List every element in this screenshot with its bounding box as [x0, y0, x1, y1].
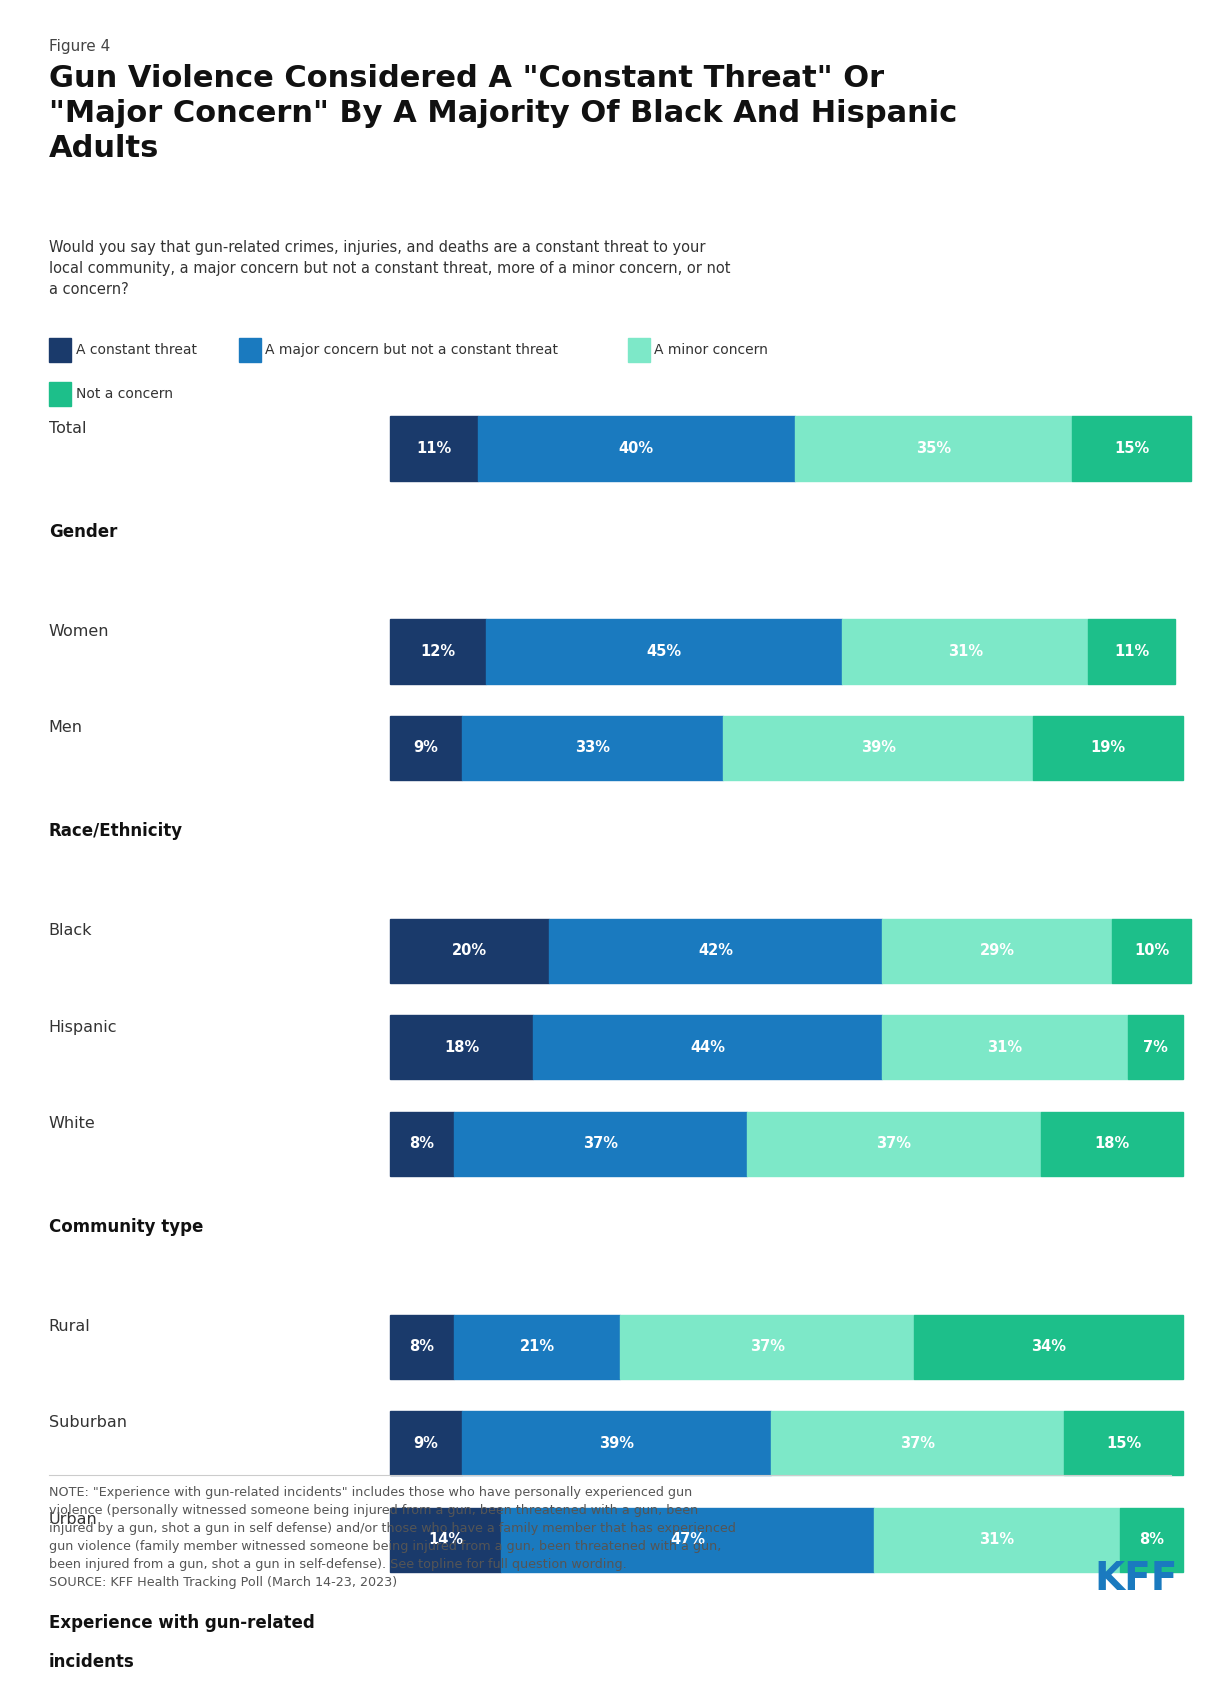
FancyBboxPatch shape: [486, 619, 842, 684]
Text: Gender: Gender: [49, 523, 117, 541]
Text: 8%: 8%: [410, 1340, 434, 1354]
Text: Black: Black: [49, 924, 93, 937]
FancyBboxPatch shape: [390, 1508, 501, 1572]
FancyBboxPatch shape: [747, 1112, 1041, 1176]
FancyBboxPatch shape: [795, 416, 1072, 481]
FancyBboxPatch shape: [533, 1015, 882, 1079]
FancyBboxPatch shape: [454, 1315, 620, 1379]
Text: 37%: 37%: [583, 1137, 619, 1151]
FancyBboxPatch shape: [390, 416, 478, 481]
FancyBboxPatch shape: [454, 1112, 747, 1176]
Text: Rural: Rural: [49, 1320, 90, 1333]
Text: 45%: 45%: [647, 645, 682, 658]
FancyBboxPatch shape: [478, 416, 795, 481]
FancyBboxPatch shape: [390, 619, 486, 684]
Text: 35%: 35%: [916, 442, 952, 455]
FancyBboxPatch shape: [620, 1315, 914, 1379]
Text: incidents: incidents: [49, 1653, 134, 1672]
Text: 37%: 37%: [876, 1137, 911, 1151]
Text: A minor concern: A minor concern: [654, 343, 769, 357]
Text: 40%: 40%: [619, 442, 654, 455]
Text: Total: Total: [49, 421, 87, 435]
Text: 31%: 31%: [987, 1041, 1022, 1054]
Text: 8%: 8%: [1139, 1533, 1164, 1546]
Text: 47%: 47%: [670, 1533, 705, 1546]
Text: Would you say that gun-related crimes, injuries, and deaths are a constant threa: Would you say that gun-related crimes, i…: [49, 240, 731, 298]
Text: 9%: 9%: [414, 741, 438, 755]
FancyBboxPatch shape: [390, 716, 461, 780]
FancyBboxPatch shape: [1032, 716, 1183, 780]
FancyBboxPatch shape: [627, 338, 649, 362]
Text: White: White: [49, 1117, 95, 1130]
FancyBboxPatch shape: [549, 919, 882, 983]
Text: Suburban: Suburban: [49, 1416, 127, 1430]
Text: 29%: 29%: [980, 944, 1015, 958]
FancyBboxPatch shape: [882, 1015, 1127, 1079]
Text: 37%: 37%: [749, 1340, 784, 1354]
FancyBboxPatch shape: [390, 1015, 533, 1079]
Text: Hispanic: Hispanic: [49, 1020, 117, 1034]
Text: 11%: 11%: [1114, 645, 1149, 658]
FancyBboxPatch shape: [1111, 919, 1191, 983]
Text: 15%: 15%: [1114, 442, 1149, 455]
Text: 12%: 12%: [421, 645, 455, 658]
Text: Men: Men: [49, 721, 83, 734]
Text: 31%: 31%: [980, 1533, 1015, 1546]
Text: 14%: 14%: [428, 1533, 464, 1546]
Text: 18%: 18%: [1094, 1137, 1130, 1151]
Text: 39%: 39%: [599, 1437, 634, 1450]
Text: Community type: Community type: [49, 1218, 204, 1237]
FancyBboxPatch shape: [1041, 1112, 1183, 1176]
FancyBboxPatch shape: [49, 382, 71, 406]
FancyBboxPatch shape: [390, 1315, 454, 1379]
FancyBboxPatch shape: [390, 919, 549, 983]
Text: 20%: 20%: [453, 944, 487, 958]
FancyBboxPatch shape: [723, 716, 1032, 780]
FancyBboxPatch shape: [1088, 619, 1176, 684]
FancyBboxPatch shape: [1064, 1411, 1183, 1475]
FancyBboxPatch shape: [461, 1411, 771, 1475]
Text: 42%: 42%: [698, 944, 733, 958]
Text: 33%: 33%: [575, 741, 610, 755]
Text: A major concern but not a constant threat: A major concern but not a constant threa…: [266, 343, 559, 357]
FancyBboxPatch shape: [501, 1508, 874, 1572]
FancyBboxPatch shape: [842, 619, 1088, 684]
Text: Not a concern: Not a concern: [76, 387, 173, 401]
Text: 21%: 21%: [520, 1340, 555, 1354]
FancyBboxPatch shape: [1120, 1508, 1183, 1572]
Text: 19%: 19%: [1091, 741, 1126, 755]
Text: 10%: 10%: [1135, 944, 1169, 958]
Text: Figure 4: Figure 4: [49, 39, 110, 54]
FancyBboxPatch shape: [771, 1411, 1064, 1475]
FancyBboxPatch shape: [882, 919, 1111, 983]
Text: Urban: Urban: [49, 1513, 98, 1526]
FancyBboxPatch shape: [239, 338, 261, 362]
FancyBboxPatch shape: [461, 716, 723, 780]
Text: 8%: 8%: [410, 1137, 434, 1151]
Text: 34%: 34%: [1031, 1340, 1066, 1354]
FancyBboxPatch shape: [1127, 1015, 1183, 1079]
FancyBboxPatch shape: [49, 338, 71, 362]
Text: Women: Women: [49, 624, 110, 638]
Text: 11%: 11%: [416, 442, 451, 455]
Text: Experience with gun-related: Experience with gun-related: [49, 1614, 315, 1633]
Text: Race/Ethnicity: Race/Ethnicity: [49, 822, 183, 841]
FancyBboxPatch shape: [874, 1508, 1120, 1572]
Text: Gun Violence Considered A "Constant Threat" Or
"Major Concern" By A Majority Of : Gun Violence Considered A "Constant Thre…: [49, 64, 956, 162]
Text: 9%: 9%: [414, 1437, 438, 1450]
Text: A constant threat: A constant threat: [76, 343, 196, 357]
Text: NOTE: "Experience with gun-related incidents" includes those who have personally: NOTE: "Experience with gun-related incid…: [49, 1486, 736, 1589]
FancyBboxPatch shape: [1072, 416, 1191, 481]
Text: 15%: 15%: [1107, 1437, 1142, 1450]
Text: 39%: 39%: [860, 741, 895, 755]
Text: 7%: 7%: [1143, 1041, 1168, 1054]
Text: 31%: 31%: [948, 645, 983, 658]
FancyBboxPatch shape: [390, 1112, 454, 1176]
FancyBboxPatch shape: [914, 1315, 1183, 1379]
FancyBboxPatch shape: [390, 1411, 461, 1475]
Text: 18%: 18%: [444, 1041, 479, 1054]
Text: KFF: KFF: [1094, 1560, 1177, 1597]
Text: 37%: 37%: [900, 1437, 936, 1450]
Text: 44%: 44%: [691, 1041, 725, 1054]
